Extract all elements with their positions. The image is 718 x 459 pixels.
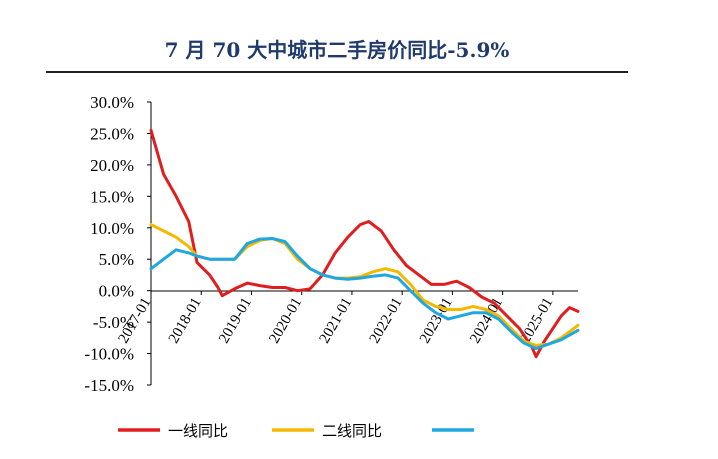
y-tick-label: 10.0% (90, 219, 134, 238)
y-tick-label: 25.0% (90, 124, 134, 143)
y-tick-label: 20.0% (90, 156, 134, 175)
y-tick-label: -15.0% (84, 376, 134, 395)
chart-title: 7 月 70 大中城市二手房价同比-5.9% (164, 38, 510, 62)
series-layer (149, 128, 580, 359)
y-tick-label: 30.0% (90, 93, 134, 112)
legend-label-1: 一线同比 (168, 422, 228, 440)
axes: 30.0% 25.0% 20.0% 15.0% 10.0% 5.0% 0.0% -5.0% -1… (84, 93, 578, 395)
x-tick-label: 2020-01 (266, 295, 305, 346)
x-tick-label: 2022-01 (367, 295, 406, 346)
legend-label-2: 二线同比 (322, 422, 382, 440)
y-tick-label: -5.0% (93, 313, 134, 332)
x-tick-label: 2018-01 (166, 295, 205, 346)
legend: 一线同比 二线同比 (118, 422, 474, 440)
series-line-3 (149, 237, 580, 350)
y-tick-label: -10.0% (84, 345, 134, 364)
title-rule (46, 71, 628, 73)
y-tick-label: 15.0% (90, 187, 134, 206)
x-tick-label: 2019-01 (216, 295, 255, 346)
series-line-1 (149, 128, 580, 359)
y-tick-label: 0.0% (99, 282, 134, 301)
y-tick-label: 5.0% (99, 250, 134, 269)
x-tick-label: 2021-01 (317, 295, 356, 346)
